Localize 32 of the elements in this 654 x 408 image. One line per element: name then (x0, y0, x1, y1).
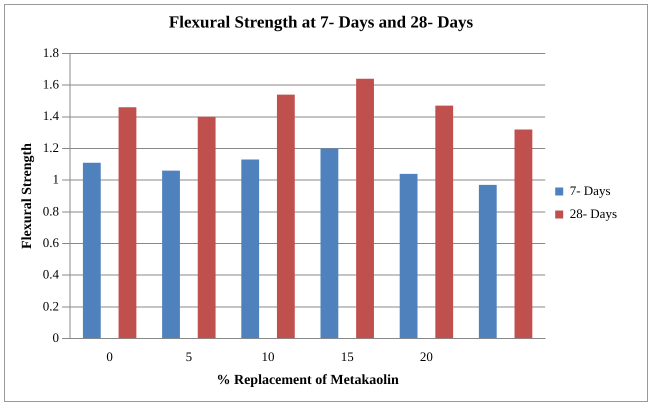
bar (320, 148, 338, 338)
bar (400, 174, 418, 338)
x-axis-title: % Replacement of Metakaolin (216, 373, 400, 388)
bar (82, 162, 101, 338)
x-tick-label: 15 (340, 348, 354, 364)
y-tick-label: 1.8 (42, 44, 60, 60)
y-tick-label: 0.2 (42, 298, 60, 314)
bar (478, 184, 497, 338)
bar (241, 160, 260, 338)
legend-label: 28- Days (570, 206, 617, 221)
bar (435, 106, 454, 338)
x-tick-label: 0 (106, 348, 113, 364)
y-tick-label: 1.4 (42, 108, 60, 124)
bar (276, 94, 295, 338)
x-tick-label: 10 (262, 348, 275, 364)
y-tick-label: 1.6 (42, 76, 60, 92)
bar (198, 116, 216, 338)
y-tick-label: 1.2 (42, 140, 60, 155)
x-tick-label: 20 (420, 348, 433, 364)
y-axis-title: Flexural Strength (20, 142, 36, 249)
y-tick-label: 1 (52, 172, 60, 187)
bar (118, 107, 136, 338)
y-tick-label: 0 (52, 330, 60, 346)
legend-label: 7- Days (570, 182, 610, 198)
x-tick-label: 5 (186, 348, 192, 364)
chart-title: Flexural Strength at 7- Days and 28- Days (168, 12, 474, 32)
y-tick-label: 0.4 (42, 266, 60, 282)
y-tick-label: 0.6 (42, 234, 60, 250)
bar (356, 78, 374, 338)
y-tick-label: 0.8 (42, 203, 60, 218)
bar (514, 129, 532, 338)
bar (162, 170, 180, 338)
